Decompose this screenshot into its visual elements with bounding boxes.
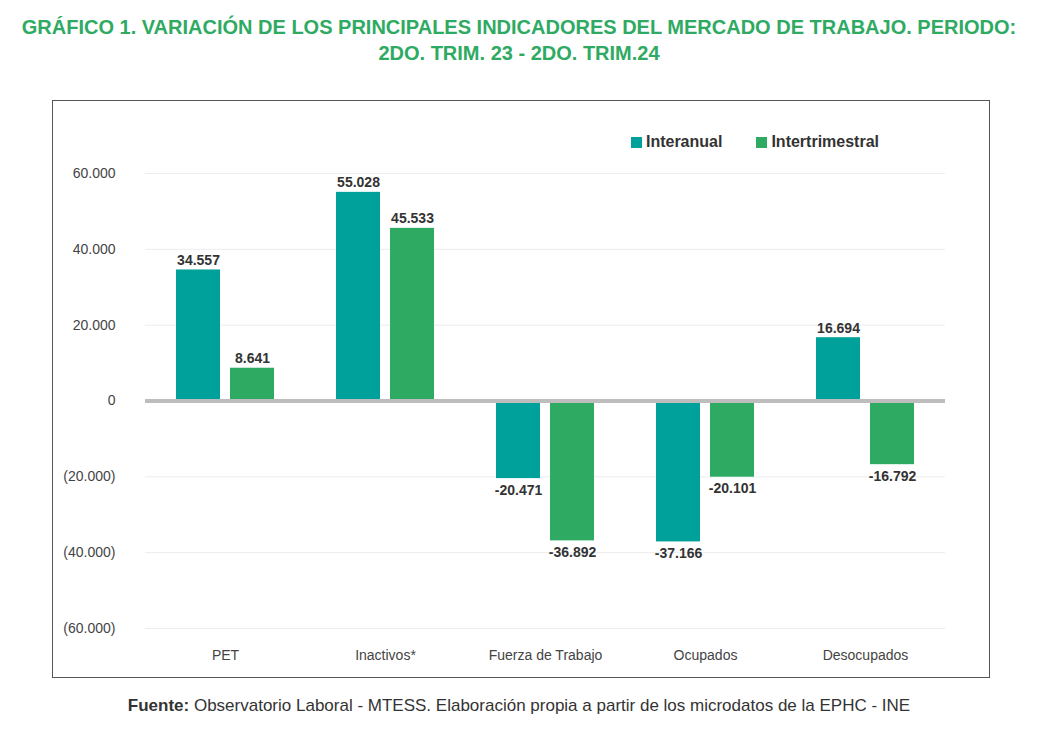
svg-text:Inactivos*: Inactivos* [355, 647, 416, 663]
svg-text:Ocupados: Ocupados [674, 647, 738, 663]
svg-text:Fuerza de Trabajo: Fuerza de Trabajo [489, 647, 603, 663]
html-text:Interanual: Interanual [645, 133, 723, 150]
svg-text:34.557: 34.557 [177, 252, 220, 268]
svg-text:40.000: 40.000 [73, 241, 116, 257]
svg-text:60.000: 60.000 [73, 165, 116, 181]
svg-text:-37.166: -37.166 [655, 545, 703, 561]
html-text:GRÁFICO 1. VARIACIÓN DE LOS PR: GRÁFICO 1. VARIACIÓN DE LOS PRINCIPALES … [21, 16, 1017, 64]
html-text:Fuente: Observatorio Laboral -: Fuente: Observatorio Laboral - MTESS. El… [127, 696, 911, 715]
svg-text:(40.000): (40.000) [63, 544, 115, 560]
svg-text:16.694: 16.694 [817, 320, 860, 336]
svg-text:(60.000): (60.000) [63, 620, 115, 636]
svg-text:PET: PET [212, 647, 240, 663]
svg-text:-36.892: -36.892 [549, 544, 597, 560]
svg-text:(20.000): (20.000) [63, 468, 115, 484]
svg-text:-20.471: -20.471 [495, 482, 543, 498]
svg-text:45.533: 45.533 [391, 210, 434, 226]
svg-text:20.000: 20.000 [73, 317, 116, 333]
html-text:Intertrimestral: Intertrimestral [771, 133, 879, 150]
svg-text:-20.101: -20.101 [709, 480, 757, 496]
svg-text:0: 0 [108, 392, 116, 408]
svg-text:Desocupados: Desocupados [823, 647, 909, 663]
svg-text:-16.792: -16.792 [869, 468, 917, 484]
svg-text:55.028: 55.028 [337, 174, 380, 190]
svg-text:8.641: 8.641 [235, 350, 270, 366]
